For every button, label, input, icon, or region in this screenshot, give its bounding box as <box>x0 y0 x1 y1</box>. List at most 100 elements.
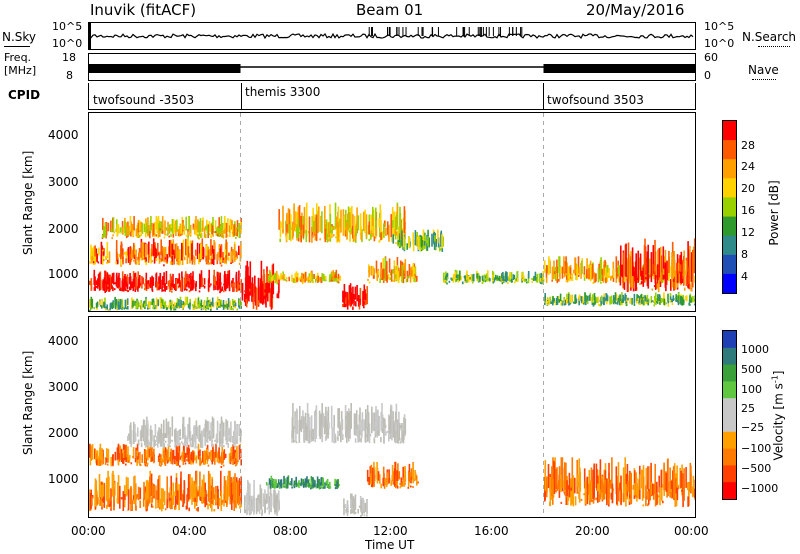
heat-cell <box>137 279 140 284</box>
heat-cell <box>576 264 578 276</box>
heat-cell <box>230 421 232 440</box>
heat-cell <box>396 276 399 282</box>
heat-cell <box>657 281 660 293</box>
heat-cell <box>689 462 692 492</box>
heat-cell <box>105 221 108 236</box>
heat-cell <box>178 484 180 511</box>
heat-cell <box>187 228 189 232</box>
heat-cell <box>281 275 283 279</box>
heat-cell <box>570 278 572 281</box>
heat-cell <box>257 277 260 307</box>
heat-cell <box>136 224 139 238</box>
heat-cell <box>237 480 239 504</box>
heat-cell <box>628 498 631 505</box>
heat-cell <box>210 239 212 256</box>
heat-cell <box>202 491 205 503</box>
heat-cell <box>220 244 223 261</box>
heat-cell <box>190 443 192 447</box>
heat-cell <box>385 227 387 236</box>
heat-cell <box>154 233 156 236</box>
heat-cell <box>259 494 261 506</box>
heat-cell <box>161 488 163 512</box>
heat-cell <box>609 479 612 489</box>
heat-cell <box>589 481 592 491</box>
heat-cell <box>294 273 297 281</box>
heat-cell <box>203 278 206 285</box>
heat-cell <box>671 275 673 282</box>
heat-cell <box>400 437 402 443</box>
heat-cell <box>389 277 392 280</box>
heat-cell <box>515 278 517 282</box>
heat-cell <box>129 246 132 257</box>
heat-cell <box>164 452 166 465</box>
heat-cell <box>665 302 667 305</box>
heat-cell <box>406 276 409 279</box>
heat-cell <box>132 300 134 307</box>
heat-cell <box>214 276 216 286</box>
heat-cell <box>192 227 195 230</box>
velocity-heatmap <box>89 317 695 517</box>
heat-cell <box>295 416 297 432</box>
heat-cell <box>105 477 108 502</box>
heat-cell <box>511 280 513 283</box>
heat-cell <box>632 484 635 490</box>
heat-cell <box>241 289 244 301</box>
heat-cell <box>111 285 113 289</box>
heat-cell <box>220 299 222 306</box>
heat-cell <box>610 275 613 279</box>
heat-cell <box>324 275 327 280</box>
heat-cell <box>309 280 312 283</box>
heat-cell <box>569 277 572 280</box>
heat-cell <box>428 237 430 248</box>
heat-cell <box>211 499 213 512</box>
heat-cell <box>675 297 677 302</box>
heat-cell <box>333 234 335 237</box>
heat-cell <box>383 434 385 444</box>
heat-cell <box>119 227 122 233</box>
heat-cell <box>410 468 413 480</box>
heat-cell <box>219 431 222 444</box>
heat-cell <box>319 238 321 241</box>
heat-cell <box>144 444 147 448</box>
heat-cell <box>188 417 191 438</box>
heat-cell <box>137 261 139 265</box>
heat-cell <box>577 256 580 274</box>
heat-cell <box>492 281 495 284</box>
heat-cell <box>327 406 330 435</box>
heat-cell <box>221 446 223 460</box>
heat-cell <box>610 492 613 500</box>
heat-cell <box>101 305 103 309</box>
heat-cell <box>167 246 170 256</box>
heat-cell <box>650 482 653 495</box>
heat-cell <box>168 235 170 238</box>
heat-cell <box>189 229 192 232</box>
heat-cell <box>396 257 399 273</box>
heat-cell <box>219 225 222 235</box>
heat-cell <box>130 486 132 501</box>
heat-cell <box>570 478 572 506</box>
heat-cell <box>227 257 230 261</box>
heat-cell <box>224 453 227 459</box>
heat-cell <box>572 269 575 274</box>
heat-cell <box>587 483 590 493</box>
heat-cell <box>203 285 206 289</box>
heat-cell <box>183 279 186 289</box>
heat-cell <box>96 450 99 460</box>
heat-cell <box>452 274 455 281</box>
heat-cell <box>450 277 452 280</box>
heat-cell <box>95 449 97 461</box>
heat-cell <box>214 439 216 442</box>
heat-cell <box>324 482 326 489</box>
heat-cell <box>669 266 671 275</box>
heat-cell <box>678 263 680 272</box>
heat-cell <box>321 426 324 442</box>
heat-cell <box>194 230 196 235</box>
heat-cell <box>651 263 654 276</box>
heat-cell <box>676 465 678 488</box>
heat-cell <box>144 278 147 289</box>
heat-cell <box>327 222 330 242</box>
xtick-1200: 12:00 <box>373 524 408 538</box>
heat-cell <box>220 288 222 293</box>
heat-cell <box>320 276 322 283</box>
heat-cell <box>157 252 160 255</box>
